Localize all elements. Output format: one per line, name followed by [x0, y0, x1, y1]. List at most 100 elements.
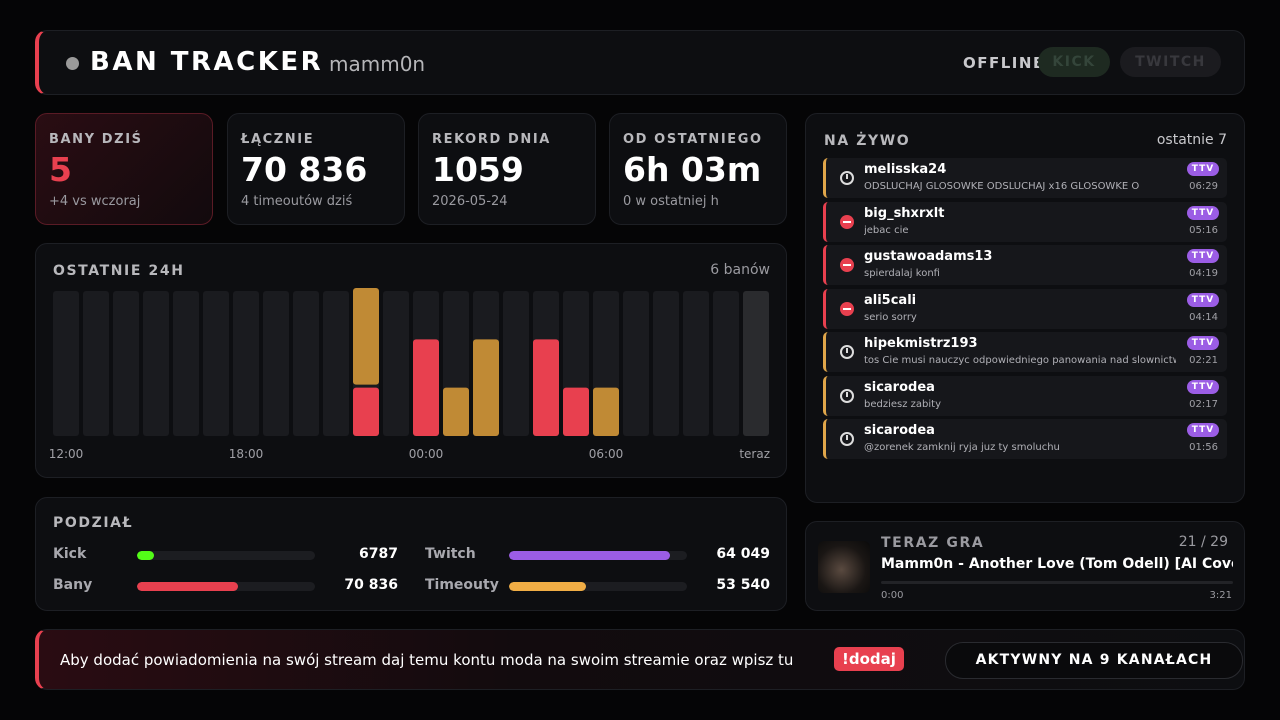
timeout-icon	[840, 432, 854, 446]
command-badge[interactable]: !dodaj	[834, 647, 904, 671]
history-panel: OSTATNIE 24H 6 banów 12:00 18:00 00:00 06:0…	[35, 243, 787, 478]
feed-user: melisska24	[864, 162, 947, 177]
stat-value: 1059	[432, 150, 524, 189]
duration: 3:21	[1209, 590, 1232, 601]
feed-message: jebac cie	[864, 224, 909, 236]
x-tick-label: 18:00	[229, 447, 264, 461]
x-tick-label: 06:00	[589, 447, 624, 461]
bar-segment	[563, 387, 589, 436]
live-scope: ostatnie 7	[1156, 132, 1227, 148]
stat-label: OD OSTATNIEGO	[623, 132, 763, 147]
active-channels[interactable]: AKTYWNY NA 9 KANAŁACH	[945, 642, 1243, 679]
breakdown-track	[509, 551, 687, 560]
feed-message: bedziesz zabity	[864, 398, 942, 410]
feed-user: gustawoadams13	[864, 249, 993, 264]
breakdown-value: 64 049	[716, 546, 770, 562]
feed-item: gustawoadams13 spierdalaj konfi TTV 04:19	[823, 245, 1227, 285]
feed-item: melisska24 ODSLUCHAJ GLOSOWKE ODSLUCHAJ x…	[823, 158, 1227, 198]
breakdown-fill	[137, 582, 239, 591]
feed-item: sicarodea @zorenek zamknij ryja juz ty sm…	[823, 419, 1227, 459]
feed-message: ODSLUCHAJ GLOSOWKE ODSLUCHAJ x16 GLOSOWK…	[864, 181, 1140, 192]
stat-sub: +4 vs wczoraj	[49, 194, 141, 209]
feed-item: ali5cali serio sorry TTV 04:14	[823, 288, 1227, 329]
slot	[713, 291, 739, 436]
feed-time: 02:21	[1189, 355, 1218, 366]
icon-glyph	[846, 391, 848, 397]
bar-segment	[443, 387, 469, 436]
icon-glyph	[846, 435, 848, 440]
app-title: BAN TRACKER	[90, 47, 324, 77]
bar-segment	[593, 387, 619, 436]
footer: Aby dodać powiadomienia na swój stream d…	[35, 629, 1245, 690]
bar-segment	[413, 339, 439, 436]
platform-badge: TTV	[1187, 162, 1219, 176]
feed-item: hipekmistrz193 tos Cie musi nauczyc odpow…	[823, 332, 1227, 372]
feed-time: 05:16	[1189, 224, 1218, 236]
slot	[233, 291, 259, 436]
feed-message: spierdalaj konfi	[864, 268, 940, 279]
bar-segment	[353, 288, 379, 385]
slot	[743, 291, 769, 436]
breakdown-track	[137, 582, 315, 591]
twitch-pill[interactable]: TWITCH	[1120, 47, 1221, 77]
stat-label: BANY DZIŚ	[49, 132, 143, 147]
breakdown-title: PODZIAŁ	[53, 515, 134, 531]
stat-card: REKORD DNIA 1059 2026-05-24	[418, 113, 596, 225]
status-dot	[66, 57, 79, 70]
feed-message: serio sorry	[864, 311, 917, 323]
slot	[623, 291, 649, 436]
slot	[323, 291, 349, 436]
stat-label: ŁĄCZNIE	[241, 132, 315, 147]
slot	[143, 291, 169, 436]
platform-badge: TTV	[1187, 379, 1219, 394]
icon-glyph	[843, 264, 851, 266]
feed-item: big_shxrxlt jebac cie TTV 05:16	[823, 201, 1227, 242]
icon-glyph	[843, 307, 851, 310]
slot	[653, 291, 679, 436]
player-position: 21 / 29	[1178, 534, 1228, 550]
icon-glyph	[843, 220, 851, 223]
slot	[503, 291, 529, 436]
feed-time: 04:19	[1189, 268, 1218, 279]
breakdown-value: 53 540	[716, 577, 770, 593]
timeout-icon	[840, 388, 854, 403]
stat-value: 5	[49, 150, 72, 189]
icon-glyph	[846, 174, 848, 179]
slot	[113, 291, 139, 436]
breakdown-value: 6787	[359, 546, 398, 562]
stat-label: REKORD DNIA	[432, 132, 551, 147]
ban-icon	[840, 301, 854, 316]
bar-segment	[473, 339, 499, 436]
timeout-icon	[840, 345, 854, 359]
platform-badge: TTV	[1187, 249, 1219, 263]
feed-user: hipekmistrz193	[864, 336, 978, 351]
breakdown-label: Timeouty	[425, 577, 499, 593]
platform-badge: TTV	[1187, 292, 1219, 307]
live-title: NA ŻYWO	[824, 133, 911, 149]
breakdown-track	[509, 582, 687, 591]
bar-segment	[353, 387, 379, 436]
stat-card: BANY DZIŚ 5 +4 vs wczoraj	[35, 113, 213, 225]
feed-time: 06:29	[1189, 181, 1218, 192]
feed-user: big_shxrxlt	[864, 205, 945, 221]
breakdown-fill	[137, 551, 155, 560]
history-title: OSTATNIE 24H	[53, 263, 185, 279]
slot	[293, 291, 319, 436]
slot	[683, 291, 709, 436]
breakdown-fill	[509, 582, 586, 591]
feed-time: 02:17	[1189, 398, 1218, 410]
header: BAN TRACKER mamm0n OFFLINE KICK TWITCH	[35, 30, 1245, 95]
breakdown-label: Bany	[53, 577, 93, 593]
x-tick-label: 00:00	[409, 447, 444, 461]
breakdown-panel: PODZIAŁ Kick 6787 Twitch 64 049 Bany 70 836 Ti…	[35, 497, 787, 611]
stat-sub: 4 timeoutów dziś	[241, 194, 353, 209]
feed-user: ali5cali	[864, 292, 917, 308]
history-chart: 12:00 18:00 00:00 06:00 teraz	[49, 288, 770, 461]
platform-badge: TTV	[1187, 336, 1219, 350]
feed-user: sicarodea	[864, 423, 935, 438]
stat-card: ŁĄCZNIE 70 836 4 timeoutów dziś	[227, 113, 405, 225]
kick-pill[interactable]: KICK	[1038, 47, 1110, 77]
footer-text: Aby dodać powiadomienia na swój stream d…	[60, 651, 794, 669]
album-art	[818, 541, 870, 593]
